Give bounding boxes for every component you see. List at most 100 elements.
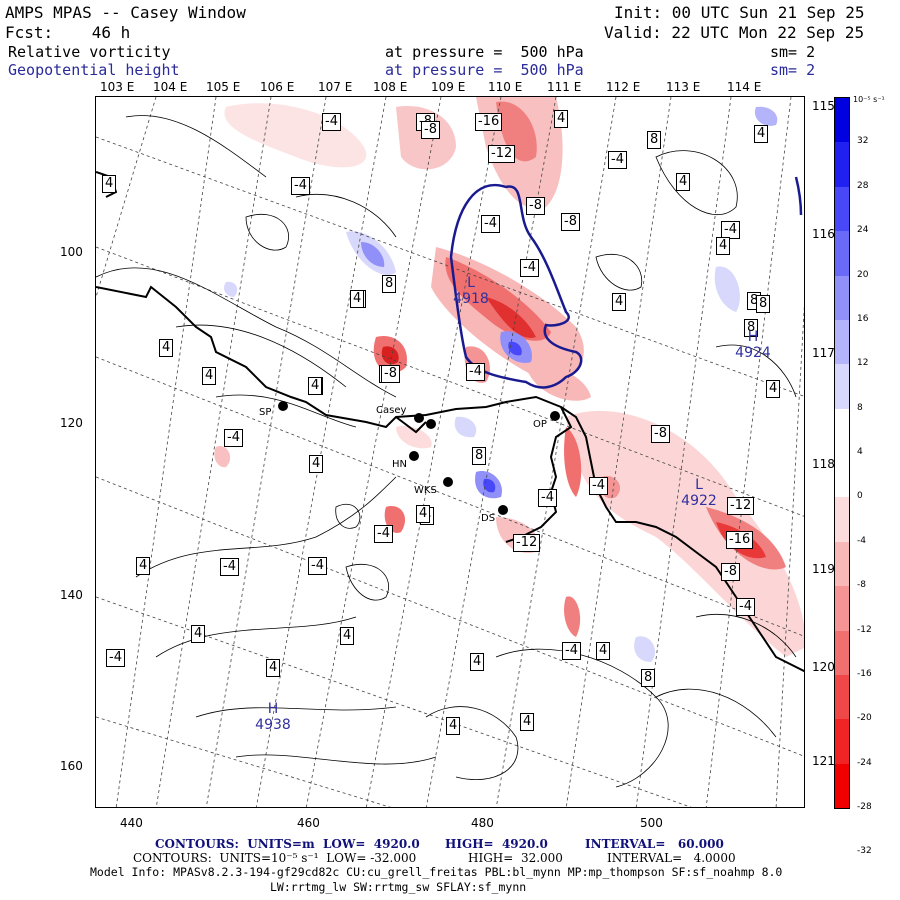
contour-label: -12 [513, 534, 541, 552]
station-marker [409, 451, 419, 461]
contour-label: 8 [472, 447, 487, 465]
vorticity-contours [96, 115, 797, 788]
y-tick-label: 100 [60, 245, 83, 259]
station-label: DS [481, 513, 496, 524]
station-label: OP [533, 419, 547, 430]
contour-label: -4 [538, 489, 557, 507]
colorbar-label: -20 [857, 713, 872, 724]
colorbar-label: 24 [857, 225, 869, 236]
hl-type: L [695, 477, 703, 493]
colorbar-swatch [835, 319, 849, 365]
colorbar-label: -32 [857, 846, 872, 857]
lon-label: 104 E [153, 80, 188, 94]
x-tick-label: 460 [297, 816, 320, 830]
contour-label: -8 [561, 213, 580, 231]
footer-contours-vort-interval: INTERVAL= 4.0000 [607, 851, 736, 865]
field1-level: at pressure = 500 hPa [385, 43, 584, 61]
station-marker [550, 411, 560, 421]
contour-label: -4 [106, 649, 125, 667]
contour-label: 4 [416, 505, 431, 523]
station-label: SP [259, 407, 272, 418]
contour-label: 4 [612, 293, 627, 311]
colorbar-swatch [835, 763, 849, 808]
contour-label: 4 [202, 367, 217, 385]
contour-label: 4 [266, 659, 281, 677]
footer-model-info-2: LW:rrtmg_lw SW:rrtmg_sw SFLAY:sf_mynn [270, 880, 527, 894]
contour-label: -4 [224, 429, 243, 447]
station-marker [278, 401, 288, 411]
forecast-hour: Fcst: 46 h [5, 23, 131, 42]
contour-label: 4 [191, 625, 206, 643]
contour-label: 4 [754, 125, 769, 143]
footer-contours-vort-low: CONTOURS: UNITS=10⁻⁵ s⁻¹ LOW= -32.000 [133, 851, 417, 865]
colorbar-label: 4 [857, 447, 863, 457]
colorbar-swatch [835, 408, 849, 453]
contour-label: -4 [721, 221, 740, 239]
map-graphics [96, 97, 804, 807]
contour-label: 4 [446, 717, 461, 735]
footer-contours-height-interval: INTERVAL= 60.000 [585, 837, 724, 851]
plot-title: AMPS MPAS -- Casey Window [5, 3, 246, 22]
y-tick-label: 160 [60, 759, 83, 773]
contour-label: 4 [596, 642, 611, 660]
contour-label: -4 [736, 598, 755, 616]
hl-value: 4918 [453, 291, 489, 307]
contour-label: -8 [381, 365, 400, 383]
station-label: HN [392, 459, 407, 470]
contour-label: -4 [374, 525, 393, 543]
field1-name: Relative vorticity [8, 43, 171, 61]
colorbar-unit: 10⁻⁵ s⁻¹ [853, 95, 885, 104]
hl-value: 4924 [735, 345, 771, 361]
hl-type: H [267, 701, 279, 717]
contour-label: -8 [651, 425, 670, 443]
colorbar-label: 28 [857, 180, 869, 191]
contour-label: 4 [350, 290, 365, 308]
contour-label: -4 [291, 177, 310, 195]
station-label: Casey [376, 405, 407, 416]
lon-label: 107 E [318, 80, 353, 94]
colorbar-swatch [835, 453, 849, 498]
low-pressure-label: L 4922 [674, 477, 724, 509]
colorbar [834, 97, 850, 809]
contour-label: -12 [727, 497, 755, 515]
footer-contours-vort-high: HIGH= 32.000 [468, 851, 563, 865]
station-marker [414, 413, 424, 423]
contour-label: -4 [322, 113, 341, 131]
colorbar-swatch [835, 674, 849, 720]
station-marker [443, 477, 453, 487]
lon-label: 111 E [547, 80, 582, 94]
colorbar-label: 12 [857, 358, 869, 369]
contour-label: 8 [744, 319, 759, 337]
lon-label: 105 E [206, 80, 241, 94]
contour-label: 8 [756, 295, 771, 313]
high-pressure-label: H 4938 [248, 701, 298, 733]
low-pressure-label: L 4918 [446, 275, 496, 307]
contour-label: 4 [309, 455, 324, 473]
contour-label: -8 [421, 121, 440, 139]
footer-contours-height-high: HIGH= 4920.0 [445, 837, 548, 851]
colorbar-label: -4 [857, 535, 866, 546]
hl-value: 4922 [681, 493, 717, 509]
contour-label: -4 [481, 215, 500, 233]
colorbar-swatch [835, 142, 849, 187]
contour-label: 4 [340, 627, 355, 645]
positive-vorticity-fills [223, 106, 778, 662]
contour-label: 4 [470, 653, 485, 671]
colorbar-label: -12 [857, 624, 872, 635]
lon-label: 110 E [488, 80, 523, 94]
lon-label: 106 E [260, 80, 295, 94]
hl-type: L [467, 275, 475, 291]
contour-label: 4 [676, 173, 691, 191]
colorbar-swatch [835, 586, 849, 631]
colorbar-label: -24 [857, 757, 872, 768]
init-time: Init: 00 UTC Sun 21 Sep 25 [614, 3, 865, 22]
contour-label: -12 [488, 145, 516, 163]
y-tick-label: 140 [60, 588, 83, 602]
field2-level: at pressure = 500 hPa [385, 61, 584, 79]
colorbar-label: 8 [857, 402, 863, 413]
contour-label: -4 [608, 151, 627, 169]
coastline [96, 171, 804, 673]
y-tick-label: 120 [60, 416, 83, 430]
colorbar-label: 0 [857, 491, 863, 502]
colorbar-label: -16 [857, 668, 872, 679]
